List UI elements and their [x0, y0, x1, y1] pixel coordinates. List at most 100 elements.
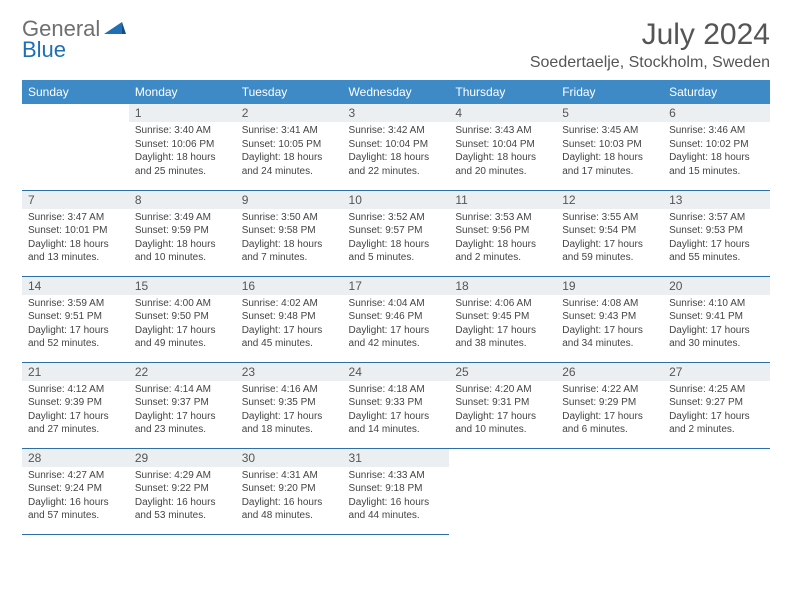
- calendar-cell: 16Sunrise: 4:02 AMSunset: 9:48 PMDayligh…: [236, 276, 343, 362]
- day-details: Sunrise: 3:55 AMSunset: 9:54 PMDaylight:…: [556, 209, 663, 269]
- day-details: Sunrise: 3:46 AMSunset: 10:02 PMDaylight…: [663, 122, 770, 182]
- day-details: Sunrise: 3:50 AMSunset: 9:58 PMDaylight:…: [236, 209, 343, 269]
- day-number: 6: [663, 104, 770, 122]
- weekday-header: Sunday: [22, 80, 129, 104]
- day-number: 24: [343, 363, 450, 381]
- day-number: 2: [236, 104, 343, 122]
- calendar-cell: 31Sunrise: 4:33 AMSunset: 9:18 PMDayligh…: [343, 448, 450, 534]
- day-details: Sunrise: 3:47 AMSunset: 10:01 PMDaylight…: [22, 209, 129, 269]
- calendar-cell: 22Sunrise: 4:14 AMSunset: 9:37 PMDayligh…: [129, 362, 236, 448]
- day-details: Sunrise: 4:14 AMSunset: 9:37 PMDaylight:…: [129, 381, 236, 441]
- title-block: July 2024 Soedertaelje, Stockholm, Swede…: [530, 18, 770, 72]
- day-details: Sunrise: 4:33 AMSunset: 9:18 PMDaylight:…: [343, 467, 450, 527]
- calendar-cell: 17Sunrise: 4:04 AMSunset: 9:46 PMDayligh…: [343, 276, 450, 362]
- day-number: 18: [449, 277, 556, 295]
- calendar-cell: 12Sunrise: 3:55 AMSunset: 9:54 PMDayligh…: [556, 190, 663, 276]
- day-details: Sunrise: 4:02 AMSunset: 9:48 PMDaylight:…: [236, 295, 343, 355]
- day-details: Sunrise: 3:40 AMSunset: 10:06 PMDaylight…: [129, 122, 236, 182]
- weekday-header: Monday: [129, 80, 236, 104]
- day-number: 8: [129, 191, 236, 209]
- logo-triangle-icon: [104, 20, 126, 43]
- calendar-cell: 7Sunrise: 3:47 AMSunset: 10:01 PMDayligh…: [22, 190, 129, 276]
- logo-text-block: General Blue: [22, 18, 100, 61]
- day-number: 23: [236, 363, 343, 381]
- day-details: Sunrise: 4:08 AMSunset: 9:43 PMDaylight:…: [556, 295, 663, 355]
- day-number: 14: [22, 277, 129, 295]
- calendar-cell: 27Sunrise: 4:25 AMSunset: 9:27 PMDayligh…: [663, 362, 770, 448]
- day-number: 3: [343, 104, 450, 122]
- day-number: 10: [343, 191, 450, 209]
- month-title: July 2024: [530, 18, 770, 52]
- calendar-cell: 9Sunrise: 3:50 AMSunset: 9:58 PMDaylight…: [236, 190, 343, 276]
- day-number: 4: [449, 104, 556, 122]
- calendar-cell: 25Sunrise: 4:20 AMSunset: 9:31 PMDayligh…: [449, 362, 556, 448]
- calendar-cell: 24Sunrise: 4:18 AMSunset: 9:33 PMDayligh…: [343, 362, 450, 448]
- calendar-cell: 13Sunrise: 3:57 AMSunset: 9:53 PMDayligh…: [663, 190, 770, 276]
- day-number: 29: [129, 449, 236, 467]
- day-number: 9: [236, 191, 343, 209]
- day-details: Sunrise: 4:12 AMSunset: 9:39 PMDaylight:…: [22, 381, 129, 441]
- logo-text-blue: Blue: [22, 39, 100, 61]
- calendar-cell: 11Sunrise: 3:53 AMSunset: 9:56 PMDayligh…: [449, 190, 556, 276]
- calendar-cell: 8Sunrise: 3:49 AMSunset: 9:59 PMDaylight…: [129, 190, 236, 276]
- day-number: 1: [129, 104, 236, 122]
- day-details: Sunrise: 4:27 AMSunset: 9:24 PMDaylight:…: [22, 467, 129, 527]
- logo: General Blue: [22, 18, 126, 61]
- day-number: 22: [129, 363, 236, 381]
- calendar-cell: 10Sunrise: 3:52 AMSunset: 9:57 PMDayligh…: [343, 190, 450, 276]
- weekday-header: Friday: [556, 80, 663, 104]
- day-number: 26: [556, 363, 663, 381]
- calendar-cell: 14Sunrise: 3:59 AMSunset: 9:51 PMDayligh…: [22, 276, 129, 362]
- calendar-cell: 30Sunrise: 4:31 AMSunset: 9:20 PMDayligh…: [236, 448, 343, 534]
- day-number: 16: [236, 277, 343, 295]
- location-text: Soedertaelje, Stockholm, Sweden: [530, 54, 770, 72]
- calendar-cell: 2Sunrise: 3:41 AMSunset: 10:05 PMDayligh…: [236, 104, 343, 190]
- weekday-header: Tuesday: [236, 80, 343, 104]
- calendar-cell: ..: [556, 448, 663, 534]
- calendar-cell: 20Sunrise: 4:10 AMSunset: 9:41 PMDayligh…: [663, 276, 770, 362]
- calendar-cell: 19Sunrise: 4:08 AMSunset: 9:43 PMDayligh…: [556, 276, 663, 362]
- day-number: 31: [343, 449, 450, 467]
- day-number: 17: [343, 277, 450, 295]
- day-details: Sunrise: 4:16 AMSunset: 9:35 PMDaylight:…: [236, 381, 343, 441]
- calendar-cell: 21Sunrise: 4:12 AMSunset: 9:39 PMDayligh…: [22, 362, 129, 448]
- calendar-head: SundayMondayTuesdayWednesdayThursdayFrid…: [22, 80, 770, 104]
- day-number: 12: [556, 191, 663, 209]
- calendar-cell: 5Sunrise: 3:45 AMSunset: 10:03 PMDayligh…: [556, 104, 663, 190]
- day-number: 20: [663, 277, 770, 295]
- day-number: 13: [663, 191, 770, 209]
- day-number: 25: [449, 363, 556, 381]
- day-details: Sunrise: 3:41 AMSunset: 10:05 PMDaylight…: [236, 122, 343, 182]
- calendar-table: SundayMondayTuesdayWednesdayThursdayFrid…: [22, 80, 770, 535]
- calendar-cell: 26Sunrise: 4:22 AMSunset: 9:29 PMDayligh…: [556, 362, 663, 448]
- calendar-cell: 18Sunrise: 4:06 AMSunset: 9:45 PMDayligh…: [449, 276, 556, 362]
- day-details: Sunrise: 4:29 AMSunset: 9:22 PMDaylight:…: [129, 467, 236, 527]
- day-details: Sunrise: 4:06 AMSunset: 9:45 PMDaylight:…: [449, 295, 556, 355]
- day-details: Sunrise: 3:59 AMSunset: 9:51 PMDaylight:…: [22, 295, 129, 355]
- day-number: 30: [236, 449, 343, 467]
- day-number: 5: [556, 104, 663, 122]
- day-details: Sunrise: 3:52 AMSunset: 9:57 PMDaylight:…: [343, 209, 450, 269]
- calendar-cell: 15Sunrise: 4:00 AMSunset: 9:50 PMDayligh…: [129, 276, 236, 362]
- day-details: Sunrise: 3:57 AMSunset: 9:53 PMDaylight:…: [663, 209, 770, 269]
- day-details: Sunrise: 4:25 AMSunset: 9:27 PMDaylight:…: [663, 381, 770, 441]
- calendar-cell: 28Sunrise: 4:27 AMSunset: 9:24 PMDayligh…: [22, 448, 129, 534]
- day-number: 28: [22, 449, 129, 467]
- weekday-header: Wednesday: [343, 80, 450, 104]
- day-number: 7: [22, 191, 129, 209]
- calendar-cell: 1Sunrise: 3:40 AMSunset: 10:06 PMDayligh…: [129, 104, 236, 190]
- header: General Blue July 2024 Soedertaelje, Sto…: [22, 18, 770, 72]
- day-details: Sunrise: 3:43 AMSunset: 10:04 PMDaylight…: [449, 122, 556, 182]
- calendar-cell: ..: [449, 448, 556, 534]
- calendar-cell: 4Sunrise: 3:43 AMSunset: 10:04 PMDayligh…: [449, 104, 556, 190]
- calendar-cell: 23Sunrise: 4:16 AMSunset: 9:35 PMDayligh…: [236, 362, 343, 448]
- day-details: Sunrise: 3:42 AMSunset: 10:04 PMDaylight…: [343, 122, 450, 182]
- calendar-cell: 29Sunrise: 4:29 AMSunset: 9:22 PMDayligh…: [129, 448, 236, 534]
- calendar-cell: ..: [663, 448, 770, 534]
- day-details: Sunrise: 3:53 AMSunset: 9:56 PMDaylight:…: [449, 209, 556, 269]
- day-number: 11: [449, 191, 556, 209]
- day-number: 21: [22, 363, 129, 381]
- calendar-body: .. 1Sunrise: 3:40 AMSunset: 10:06 PMDayli…: [22, 104, 770, 534]
- day-details: Sunrise: 4:20 AMSunset: 9:31 PMDaylight:…: [449, 381, 556, 441]
- calendar-cell: 6Sunrise: 3:46 AMSunset: 10:02 PMDayligh…: [663, 104, 770, 190]
